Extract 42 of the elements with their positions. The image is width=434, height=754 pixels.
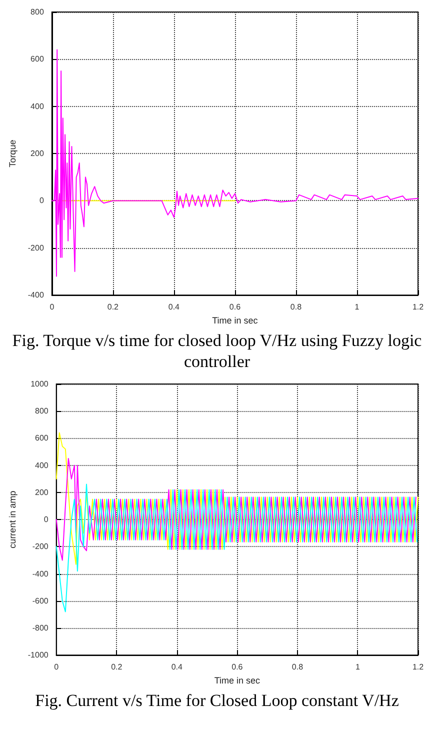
x-tick-label: 1 (354, 302, 360, 312)
line-series (51, 49, 418, 277)
y-axis-title: current in amp (8, 490, 18, 548)
x-tick-label: 1 (356, 662, 360, 672)
y-tick-label: 200 (35, 488, 49, 497)
y-tick-label: -400 (32, 569, 49, 578)
x-tick-label: 0.6 (232, 662, 244, 672)
y-tick-label: 200 (30, 149, 44, 158)
x-axis-title: Time in sec (214, 676, 261, 686)
y-tick-label: 800 (35, 406, 49, 416)
x-axis-title: Time in sec (212, 316, 258, 326)
x-tick-label: 1.2 (412, 662, 424, 672)
x-tick-label: 0.8 (292, 662, 304, 672)
x-tick-label: 0.4 (171, 662, 184, 672)
text: Fig. Torque v/s time for closed loop V/Hz using Fuzzy logic controller (11, 330, 423, 372)
y-tick-label: -400 (28, 290, 44, 300)
y-tick-label: 600 (35, 434, 49, 443)
y-axis-title: Torque (8, 140, 18, 168)
y-tick-label: -800 (32, 623, 49, 632)
x-tick-label: 0.2 (111, 662, 123, 672)
y-tick-label: 1000 (30, 380, 49, 388)
x-tick-label: 0.8 (290, 302, 302, 312)
x-tick-label: 0 (50, 302, 55, 312)
x-tick-label: 0.4 (168, 302, 180, 312)
line-series (56, 484, 418, 612)
y-tick-label: 0 (44, 515, 49, 524)
y-tick-label: 400 (30, 102, 44, 111)
y-tick-label: 0 (39, 196, 44, 206)
line-series (56, 458, 416, 561)
x-tick-label: 0 (54, 662, 60, 672)
y-tick-label: -200 (28, 243, 44, 252)
line-series (56, 432, 418, 565)
x-tick-label: 0.6 (229, 302, 242, 312)
x-tick-label: 1.2 (412, 302, 424, 312)
text: Fig. Current v/s Time for Closed Loop constant V/Hz (34, 690, 400, 711)
y-tick-label: -600 (32, 596, 49, 606)
y-tick-label: 600 (30, 54, 44, 64)
y-tick-label: 400 (35, 460, 49, 470)
y-tick-label: -1000 (28, 650, 49, 660)
y-tick-label: 800 (30, 8, 44, 16)
y-tick-label: -200 (32, 542, 49, 552)
x-tick-label: 0.2 (107, 302, 120, 312)
